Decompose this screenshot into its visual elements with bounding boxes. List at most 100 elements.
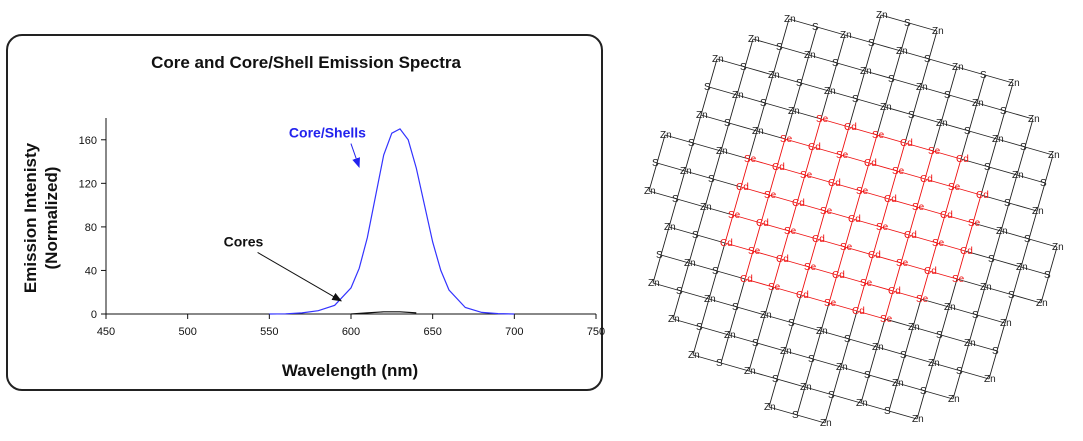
lattice-bond (860, 402, 890, 412)
lattice-bond (992, 258, 1022, 268)
lattice-bond (868, 346, 878, 376)
lattice-bond (772, 286, 802, 296)
lattice-bond (948, 94, 978, 104)
atom-label: Zn (744, 366, 756, 377)
lattice-bond (880, 226, 910, 236)
atom-label: Zn (644, 186, 656, 197)
lattice-bond (864, 70, 894, 80)
lattice-bond (688, 234, 698, 264)
atom-label: Zn (1012, 170, 1024, 181)
lattice-bond (776, 378, 806, 388)
atom-label: Se (856, 186, 869, 197)
zns-cdse-lattice-diagram: Zn S Zn Zn S Zn S Zn S Zn S Zn Zn S Zn S Zn S Zn S Zn S Zn Zn S Z… (644, 10, 1064, 429)
atom-label: S (864, 370, 871, 381)
x-tick-label: 650 (423, 326, 441, 338)
atom-label: S (984, 162, 991, 173)
lattice-bond (696, 234, 726, 244)
atom-label: Cd (956, 154, 969, 165)
lattice-bond (844, 218, 854, 248)
lattice-bond (804, 146, 814, 176)
lattice-bond (768, 406, 798, 416)
lattice-bond (960, 370, 990, 380)
atom-label: S (844, 334, 851, 345)
lattice-bond (772, 46, 782, 76)
lattice-bond (728, 306, 738, 336)
lattice-bond (936, 214, 946, 244)
atom-label: Se (816, 114, 829, 125)
atom-label: S (964, 126, 971, 137)
lattice-bond (852, 190, 862, 220)
lattice-bond (1028, 238, 1058, 248)
lattice-bond (828, 302, 858, 312)
lattice-bond (672, 318, 702, 328)
series-line-core-shells (269, 128, 515, 315)
atom-label: Se (824, 298, 837, 309)
lattice-bond (948, 306, 978, 316)
lattice-bond (708, 298, 738, 308)
lattice-bond (776, 350, 786, 380)
atom-label: Zn (880, 102, 892, 113)
atom-label: S (832, 58, 839, 69)
lattice-bond (692, 114, 702, 144)
lattice-bond (980, 166, 990, 196)
lattice-bond (728, 334, 758, 344)
atom-label: S (672, 194, 679, 205)
lattice-bond (1000, 202, 1010, 232)
atom-label: Zn (804, 50, 816, 61)
atom-label: S (1008, 290, 1015, 301)
lattice-bond (752, 222, 762, 252)
atom-label: Se (872, 130, 885, 141)
atom-label: Zn (668, 314, 680, 325)
lattice-bond (920, 58, 930, 88)
lattice-bond (716, 58, 746, 68)
lattice-bond (892, 290, 922, 300)
chart-title: Core and Core/Shell Emission Spectra (151, 53, 461, 72)
atom-label: Zn (660, 130, 672, 141)
lattice-bond (832, 394, 862, 404)
lattice-bond (736, 66, 746, 96)
lattice-bond (836, 34, 846, 64)
lattice-bond (1004, 82, 1014, 112)
lattice-bond (932, 122, 942, 152)
lattice-bond (804, 358, 814, 388)
atom-label: Se (804, 262, 817, 273)
atom-label: S (936, 330, 943, 341)
atom-label: Se (880, 314, 893, 325)
atom-label: Zn (1048, 150, 1060, 161)
lattice-bond (652, 282, 682, 292)
atom-label: S (652, 158, 659, 169)
lattice-bond (808, 26, 818, 56)
y-tick-label: 80 (85, 222, 97, 234)
atom-label: S (708, 174, 715, 185)
lattice-bond (748, 342, 758, 372)
lattice-bond (684, 142, 694, 172)
lattice-bond (812, 146, 842, 156)
lattice-bond (708, 86, 738, 96)
lattice-bond (780, 258, 810, 268)
lattice-bond (896, 170, 926, 180)
lattice-bond (1040, 274, 1050, 304)
lattice-bond (924, 362, 934, 392)
lattice-bond (716, 270, 746, 280)
atom-label: Zn (840, 30, 852, 41)
lattice-bond (804, 174, 834, 184)
atom-label: Zn (784, 14, 796, 25)
lattice-bond (764, 74, 774, 104)
lattice-bond (740, 158, 750, 188)
annotation-label: Cores (224, 233, 264, 249)
lattice-bond (752, 250, 782, 260)
atom-label: Cd (828, 178, 841, 189)
lattice-bond (716, 242, 726, 272)
atom-label: Zn (752, 126, 764, 137)
lattice-bond (724, 214, 734, 244)
lattice-bond (756, 342, 786, 352)
lattice-bond (912, 298, 922, 328)
atom-label: S (992, 346, 999, 357)
lattice-atoms: Zn S Zn Zn S Zn S Zn S Zn S Zn Zn S Zn S Zn S Zn S Zn S Zn Zn S Z… (644, 10, 1064, 429)
lattice-bond (892, 78, 922, 88)
lattice-bond (944, 186, 954, 216)
lattice-bond (904, 326, 914, 356)
atom-label: Zn (1032, 206, 1044, 217)
lattice-bond (756, 102, 766, 132)
lattice-bond (796, 386, 806, 416)
